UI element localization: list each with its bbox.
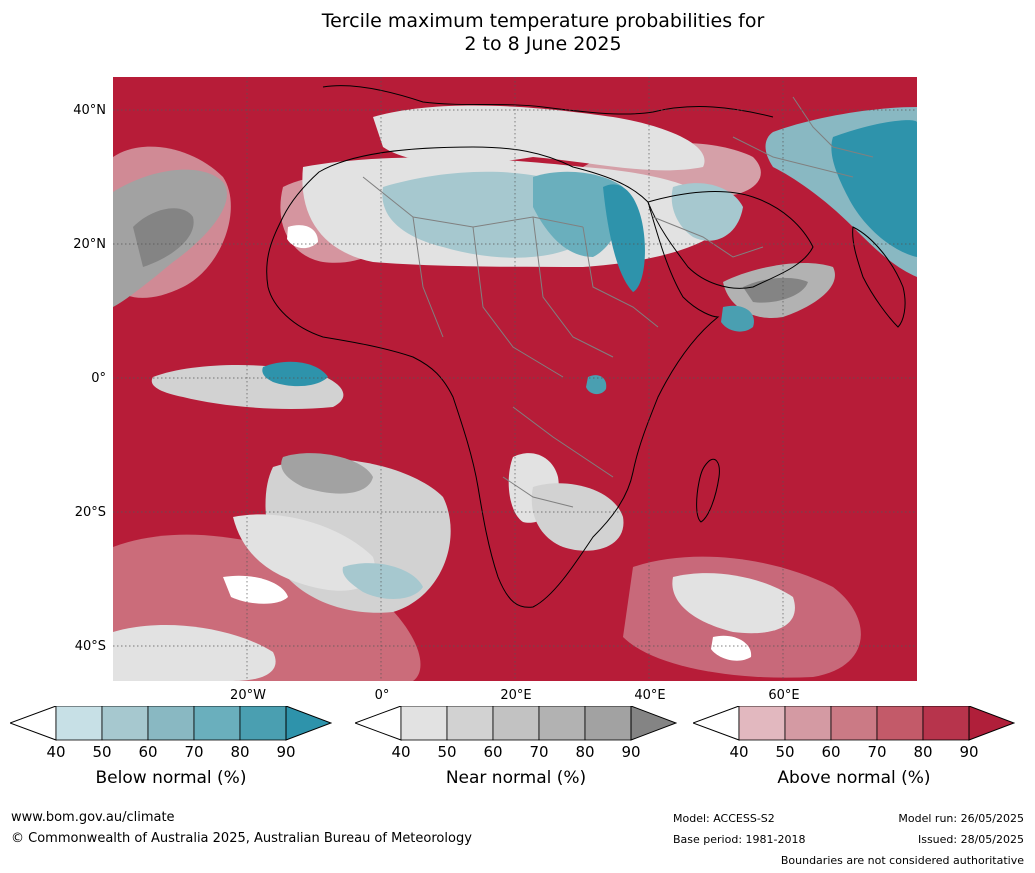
near-swatch-2 xyxy=(446,706,494,741)
below-tick-70: 70 xyxy=(184,743,204,761)
colorbar-below-normal xyxy=(10,706,332,741)
lon-label-40e: 40°E xyxy=(634,688,666,703)
near-tick-60: 60 xyxy=(483,743,503,761)
above-tick-40: 40 xyxy=(729,743,749,761)
near-swatch-4 xyxy=(538,706,586,741)
lon-label-20w: 20°W xyxy=(230,688,266,703)
above-swatch-1 xyxy=(738,706,786,741)
disclaimer-text: Boundaries are not considered authoritat… xyxy=(780,854,1024,867)
title-line-1: Tercile maximum temperature probabilitie… xyxy=(321,10,765,32)
above-tick-80: 80 xyxy=(913,743,933,761)
above-normal-label: Above normal (%) xyxy=(777,768,931,788)
colorbar-above-normal xyxy=(693,706,1015,741)
below-tick-40: 40 xyxy=(46,743,66,761)
lon-label-20e: 20°E xyxy=(500,688,532,703)
below-tick-90: 90 xyxy=(276,743,296,761)
below-tick-50: 50 xyxy=(92,743,112,761)
below-swatch-4 xyxy=(193,706,241,741)
near-swatch-5 xyxy=(584,706,632,741)
near-swatch-3 xyxy=(492,706,540,741)
website-link[interactable]: www.bom.gov.au/climate xyxy=(11,810,175,825)
map-canvas xyxy=(113,77,917,681)
near-tick-70: 70 xyxy=(529,743,549,761)
copyright-text: © Commonwealth of Australia 2025, Austra… xyxy=(11,831,472,846)
near-triangle-high xyxy=(630,706,677,741)
model-text: Model: ACCESS-S2 xyxy=(673,812,775,825)
above-tick-50: 50 xyxy=(775,743,795,761)
above-triangle-low xyxy=(693,706,740,741)
model-run-text: Model run: 26/05/2025 xyxy=(898,812,1024,825)
above-tick-90: 90 xyxy=(959,743,979,761)
lat-label-20s: 20°S xyxy=(74,505,106,520)
below-normal-label: Below normal (%) xyxy=(95,768,247,788)
map-title: Tercile maximum temperature probabilitie… xyxy=(0,10,1035,56)
above-swatch-2 xyxy=(784,706,832,741)
near-tick-90: 90 xyxy=(621,743,641,761)
below-tick-80: 80 xyxy=(230,743,250,761)
lat-label-40s: 40°S xyxy=(74,639,106,654)
above-tick-60: 60 xyxy=(821,743,841,761)
below-swatch-1 xyxy=(55,706,103,741)
lon-label-0: 0° xyxy=(374,688,390,703)
above-swatch-4 xyxy=(876,706,924,741)
above-swatch-3 xyxy=(830,706,878,741)
above-triangle-high xyxy=(968,706,1015,741)
lat-label-20n: 20°N xyxy=(73,237,106,252)
near-tick-40: 40 xyxy=(391,743,411,761)
title-line-2: 2 to 8 June 2025 xyxy=(464,33,622,55)
near-normal-label: Near normal (%) xyxy=(445,768,587,788)
probability-map xyxy=(113,77,917,681)
near-swatch-1 xyxy=(400,706,448,741)
colorbar-near-normal xyxy=(355,706,677,741)
near-triangle-low xyxy=(355,706,402,741)
lon-label-60e: 60°E xyxy=(768,688,800,703)
below-tick-60: 60 xyxy=(138,743,158,761)
above-tick-70: 70 xyxy=(867,743,887,761)
near-tick-50: 50 xyxy=(437,743,457,761)
below-triangle-high xyxy=(285,706,332,741)
lat-label-equator: 0° xyxy=(91,371,106,386)
below-swatch-5 xyxy=(239,706,287,741)
lat-label-40n: 40°N xyxy=(73,103,106,118)
issued-text: Issued: 28/05/2025 xyxy=(917,833,1024,846)
below-swatch-2 xyxy=(101,706,149,741)
base-period-text: Base period: 1981-2018 xyxy=(673,833,806,846)
below-triangle-low xyxy=(10,706,57,741)
below-swatch-3 xyxy=(147,706,195,741)
near-tick-80: 80 xyxy=(575,743,595,761)
above-swatch-5 xyxy=(922,706,970,741)
